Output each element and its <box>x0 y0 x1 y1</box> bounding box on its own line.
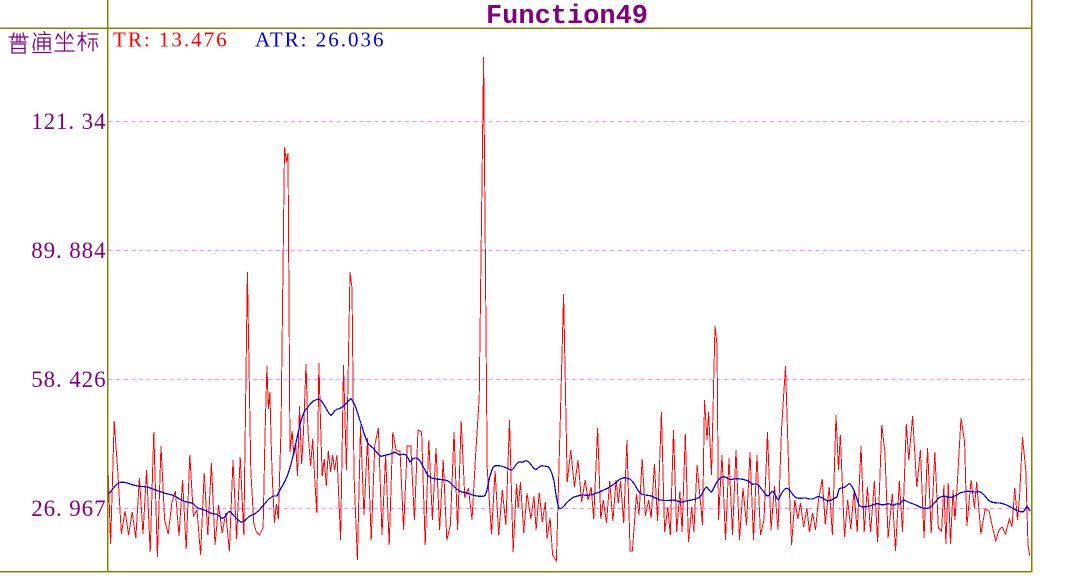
svg-text:121. 34: 121. 34 <box>31 109 106 134</box>
svg-text:Function49: Function49 <box>486 2 648 32</box>
svg-text:58. 426: 58. 426 <box>31 367 106 392</box>
svg-text:89. 884: 89. 884 <box>31 238 106 263</box>
svg-text:TR: 13.476: TR: 13.476 <box>113 27 229 51</box>
svg-text:ATR: 26.036: ATR: 26.036 <box>255 27 386 51</box>
svg-text:26. 967: 26. 967 <box>31 496 106 521</box>
